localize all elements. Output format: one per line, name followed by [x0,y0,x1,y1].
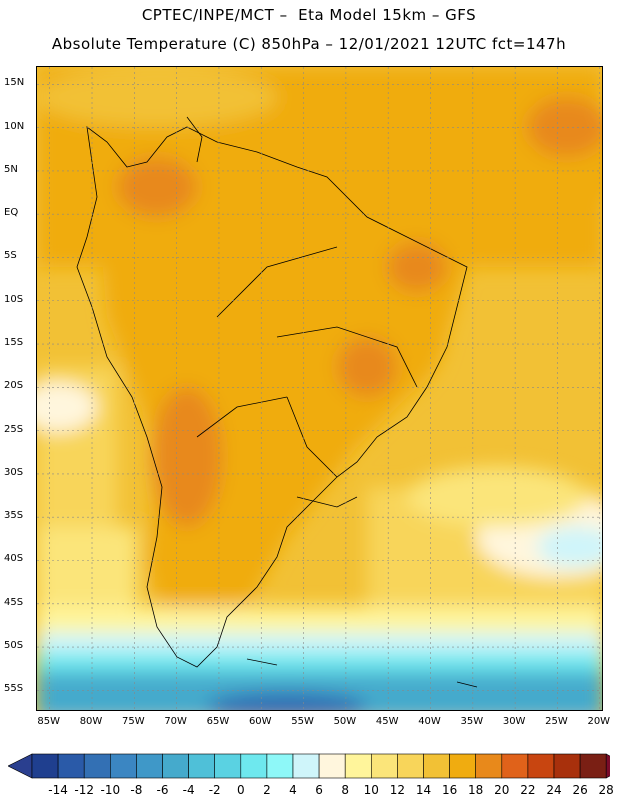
colorbar-segment [553,753,581,779]
colorbar-tick-label: 2 [263,783,271,797]
colorbar-tick-label: -8 [130,783,143,797]
latitude-label: 10S [4,293,24,305]
colorbar-low-arrow [8,753,33,779]
latitude-label: 20S [4,380,24,392]
coastlines [76,116,478,688]
latitude-label: 10N [4,120,25,132]
color-scale-bar [8,753,610,779]
colorbar-segment [501,753,529,779]
colorbar-tick-label: -14 [48,783,68,797]
colorbar-segment [292,753,320,779]
map-title-line1: CPTEC/INPE/MCT – Eta Model 15km – GFS [141,6,477,24]
longitude-label: 80W [79,716,103,727]
longitude-label: 75W [122,716,145,727]
longitude-label: 70W [164,716,187,727]
map-canvas [37,67,602,710]
colorbar-tick-label: 6 [315,783,323,797]
longitude-label: 50W [333,716,357,727]
colorbar-tick-label: 4 [289,783,297,797]
colorbar-segment [423,753,450,779]
colorbar-segment [31,753,59,779]
map-title-line2: Absolute Temperature (C) 850hPa – 12/01/… [51,35,567,53]
colorbar-segment [370,753,398,779]
colorbar-tick-label: 28 [598,783,614,797]
colorbar-tick-label: -6 [156,783,169,797]
temperature-field [37,67,602,710]
latitude-label: 15S [4,337,24,349]
latitude-label: 15N [4,77,25,89]
longitude-label: 65W [206,716,230,727]
colorbar-tick-label: 14 [415,783,432,797]
colorbar-segment [188,753,216,779]
colorbar-tick-label: -10 [100,783,121,797]
temperature-map [36,66,603,711]
latitude-label: 5N [4,163,18,175]
colorbar-segment [449,753,477,779]
latitude-label: 45S [4,596,24,608]
longitude-label: 20W [587,716,611,727]
colorbar-segment [475,753,503,779]
colorbar-segment [344,753,372,779]
longitude-label: 60W [248,716,272,727]
colorbar-segment [318,753,346,779]
latitude-label: 25S [4,423,24,435]
colorbar-tick-label: 16 [441,783,458,797]
latitude-label: 5S [4,250,17,262]
colorbar-tick-label: 0 [236,783,245,797]
colorbar-segment [110,753,137,779]
latitude-label: EQ [4,207,19,219]
colorbar-tick-label: 8 [341,783,349,797]
colorbar-tick-label: 26 [572,783,588,797]
colorbar-segment [57,753,85,779]
latitude-label: 50S [4,640,24,652]
colorbar-tick-label: 12 [389,783,406,797]
colorbar-tick-label: -12 [74,783,94,797]
colorbar-segment [527,753,555,779]
latitude-label: 40S [4,553,24,565]
colorbar-tick-label: 10 [363,783,379,797]
colorbar-tick-label: -4 [182,783,195,797]
latitude-label: 30S [4,466,24,478]
colorbar-segment [214,753,242,779]
longitude-label: 40W [418,716,441,727]
longitude-label: 85W [37,716,60,727]
colorbar-segment [162,753,189,779]
longitude-label: 25W [545,716,568,727]
colorbar-segment [579,753,607,779]
longitude-label: 55W [291,716,314,727]
longitude-label: 35W [460,716,484,727]
colorbar-segment [266,753,294,779]
longitude-label: 30W [502,716,526,727]
colorbar-tick-label: -2 [208,783,221,797]
colorbar-segment [136,753,163,779]
colorbar-tick-label: 20 [494,783,510,797]
colorbar-tick-label: 22 [520,783,536,797]
colorbar-tick-label: 24 [546,783,562,797]
latitude-label: 55S [4,683,24,695]
colorbar-tick-label: 18 [468,783,484,797]
colorbar-segment [83,753,111,779]
longitude-label: 45W [375,716,399,727]
colorbar-high-arrow [605,753,610,779]
colorbar-segment [240,753,268,779]
colorbar-segment [397,753,424,779]
latitude-label: 35S [4,510,24,522]
